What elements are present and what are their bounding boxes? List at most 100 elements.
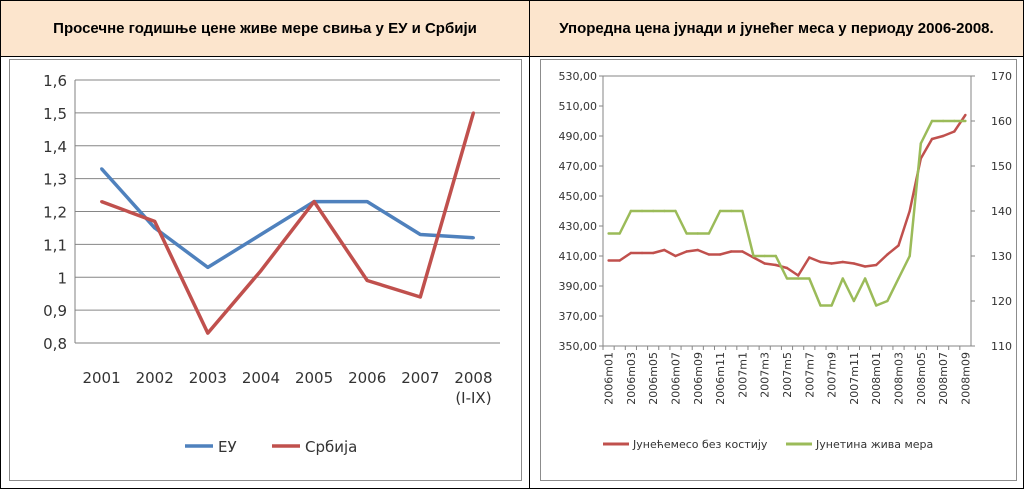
data-point: [796, 277, 800, 280]
x-tick-label: 2007m11: [848, 352, 861, 405]
y-tick-label: 0,9: [43, 302, 67, 320]
data-point: [607, 259, 610, 262]
data-point: [808, 256, 811, 259]
x-tick-label: 2008m03: [893, 352, 906, 405]
data-point: [830, 262, 833, 265]
data-point: [785, 277, 789, 280]
data-point: [618, 232, 621, 235]
data-point: [696, 248, 699, 252]
x-tick-label: 2006: [348, 369, 386, 387]
data-point: [707, 253, 711, 256]
x-tick-label: 2007m3: [759, 352, 772, 398]
data-point: [964, 113, 967, 117]
data-point: [908, 254, 911, 258]
data-point: [674, 254, 677, 258]
x-tick-label: 2003: [189, 369, 227, 387]
data-point: [618, 259, 621, 262]
data-point: [718, 253, 722, 256]
x-tick-label: 2008m01: [870, 352, 883, 405]
data-point: [741, 250, 744, 253]
series-line-serbia: [100, 112, 476, 335]
data-point: [696, 232, 699, 235]
data-point: [796, 274, 800, 277]
data-point: [685, 250, 688, 253]
legend-label: Јунетина жива мера: [815, 438, 933, 451]
y-left-tick-label: 490,00: [559, 130, 598, 143]
data-point: [365, 279, 369, 283]
x-tick-label: 2004: [242, 369, 280, 387]
x-tick-label: 2006m07: [670, 352, 683, 405]
data-point: [741, 209, 744, 213]
data-point: [819, 304, 822, 307]
left-chart-area: 0,8 0,9 1 1,1 1,2 1,3 1,4 1,5 1,6 2001 2002 2003 200…: [9, 59, 522, 481]
data-point: [930, 119, 934, 123]
data-point: [774, 263, 778, 267]
y-tick-label: 0,8: [43, 335, 67, 353]
y-tick-label: 1: [57, 269, 67, 287]
data-point: [852, 299, 856, 303]
data-point: [607, 232, 610, 235]
x-tick-label-line: 2007: [401, 369, 439, 387]
y-left-tick-label: 530,00: [559, 70, 598, 83]
data-point: [418, 295, 422, 299]
data-point: [953, 130, 956, 133]
right-chart-area: 350,00 370,00 390,00 410,00 430,00 450,00 470,…: [540, 59, 1017, 481]
data-point: [640, 209, 644, 213]
y-tick-label: 1,6: [43, 72, 67, 90]
legend-label: Србија: [305, 438, 357, 456]
data-point: [629, 209, 633, 213]
data-point: [730, 209, 733, 213]
data-point: [908, 209, 911, 213]
data-point: [875, 304, 878, 307]
x-tick-label-line: 2004: [242, 369, 280, 387]
x-tick-label: 2006m05: [647, 352, 660, 405]
y-right-tick-label: 110: [991, 340, 1012, 353]
y-right-tick-label: 140: [991, 205, 1012, 218]
data-point: [730, 250, 733, 253]
y-right-tick-label: 160: [991, 115, 1012, 128]
data-point: [685, 232, 688, 235]
x-tick-label: 2006m03: [625, 352, 638, 405]
y-left-tick-label: 370,00: [559, 310, 598, 323]
cattle-beef-price-chart: 350,00 370,00 390,00 410,00 430,00 450,00 470,…: [559, 70, 1013, 451]
x-tick-label: 2008m05: [915, 352, 928, 405]
data-point: [471, 236, 475, 240]
data-point: [153, 226, 157, 230]
x-tick-label: 2008 (I-IX): [454, 369, 492, 407]
data-point: [763, 254, 766, 258]
right-panel-header: Упоредна цена јунади и јунећег меса у пе…: [530, 1, 1023, 57]
data-point: [640, 251, 644, 255]
data-point: [365, 200, 369, 204]
data-point: [852, 262, 856, 265]
data-point: [100, 167, 104, 171]
data-point: [897, 244, 900, 247]
y-right-tick-label: 150: [991, 160, 1012, 173]
series-line-eu: [100, 167, 474, 270]
data-point: [863, 277, 867, 280]
x-tick-label-line: 2003: [189, 369, 227, 387]
x-tick-label-line: 2002: [136, 369, 174, 387]
y-right-tick-label: 130: [991, 250, 1012, 263]
pig-price-chart: 0,8 0,9 1 1,1 1,2 1,3 1,4 1,5 1,6 2001 2002 2003 200…: [43, 72, 500, 456]
data-point: [919, 142, 923, 145]
data-point: [651, 209, 655, 213]
data-point: [808, 277, 811, 280]
y-left-tick-label: 390,00: [559, 280, 598, 293]
data-point: [153, 219, 157, 223]
data-point: [875, 263, 878, 267]
data-point: [841, 277, 844, 280]
y-left-tick-label: 430,00: [559, 220, 598, 233]
x-tick-label: 2008m07: [937, 352, 950, 405]
data-point: [752, 254, 755, 258]
data-point: [941, 134, 945, 138]
data-point: [863, 265, 867, 268]
x-tick-label-line: 2006: [348, 369, 386, 387]
data-point: [964, 119, 967, 123]
y-left-tick-label: 450,00: [559, 190, 598, 203]
data-point: [886, 253, 889, 256]
data-point: [953, 119, 956, 123]
data-point: [707, 232, 711, 235]
data-point: [763, 262, 766, 265]
left-panel-title: Просечне годишње цене живе мере свиња у …: [53, 20, 477, 37]
